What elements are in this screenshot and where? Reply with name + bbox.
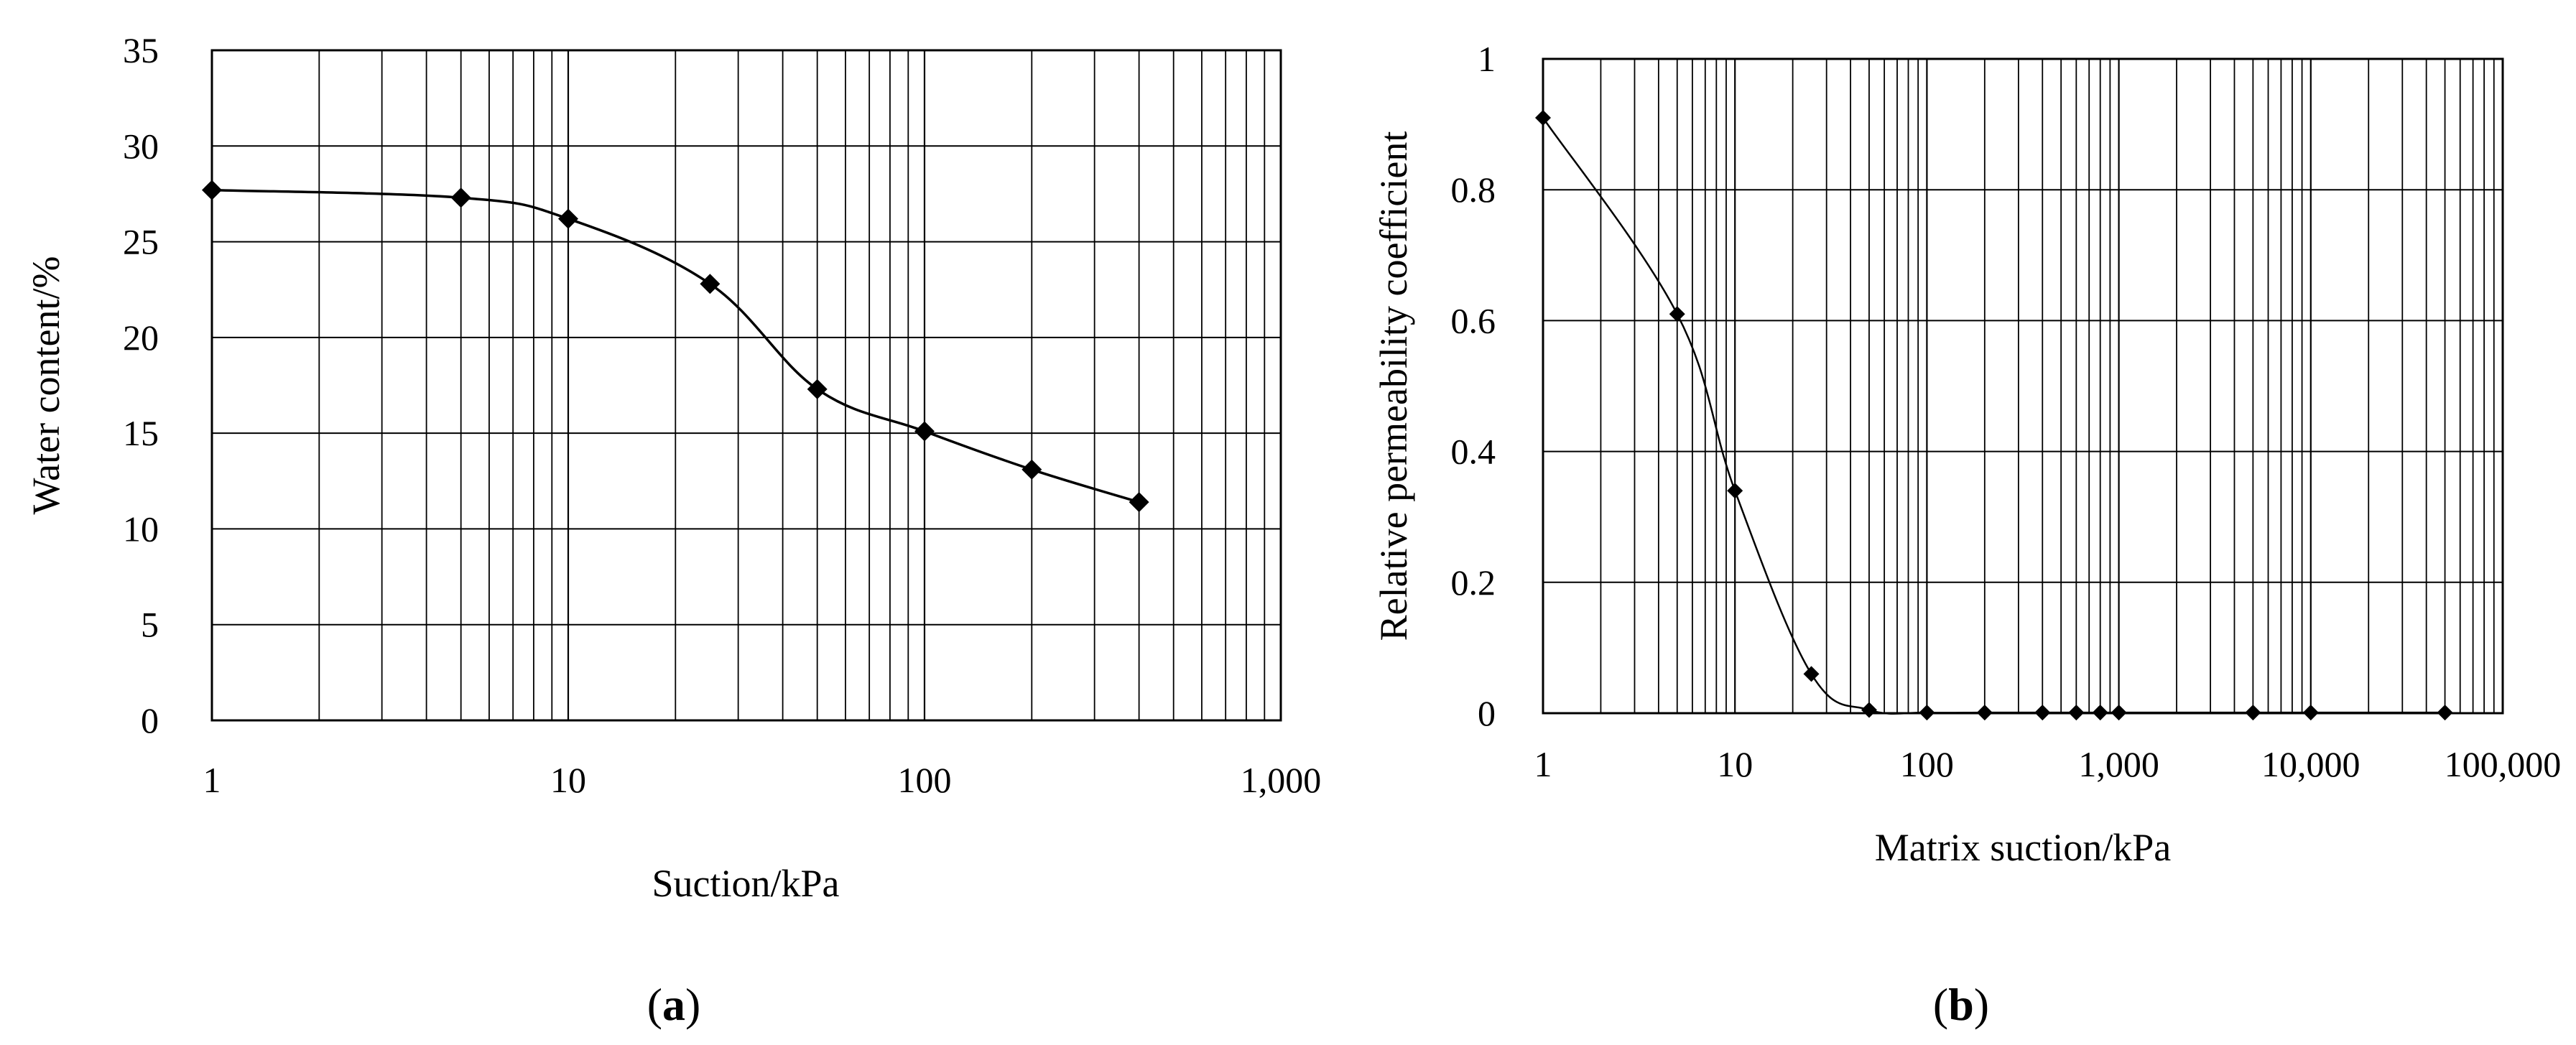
- chart-b-x-tick-label: 10,000: [2261, 744, 2360, 784]
- chart-b-points: [1535, 109, 2453, 721]
- chart-a-data-point: [450, 187, 471, 208]
- chart-b-x-ticks: 1 10 100 1,000 10,000 100,000: [1534, 744, 2562, 784]
- chart-a-x-tick-label: 10: [550, 760, 586, 800]
- chart-a-y-tick-label: 30: [123, 126, 159, 166]
- chart-a-data-point: [914, 421, 935, 442]
- chart-b-y-ticks: 0 0.2 0.4 0.6 0.8 1: [1451, 39, 1496, 733]
- chart-b-y-tick-label: 0.8: [1451, 169, 1496, 210]
- chart-b-x-tick-label: 1: [1534, 744, 1552, 784]
- chart-b-data-point: [2068, 705, 2085, 721]
- chart-b-data-point: [1727, 483, 1743, 499]
- chart-b-x-tick-label: 100: [1900, 744, 1954, 784]
- chart-a-y-tick-label: 20: [123, 317, 159, 358]
- chart-b-y-tick-label: 0.2: [1451, 562, 1496, 603]
- chart-b-data-point: [2111, 705, 2127, 721]
- chart-a-data-point: [700, 274, 721, 294]
- chart-a-y-ticks: 0 5 10 15 20 25 30 35: [123, 30, 159, 740]
- chart-a-data-point: [1021, 459, 1042, 480]
- chart-b-caption: (b): [1933, 979, 1989, 1030]
- chart-b-data-point: [2092, 705, 2108, 721]
- chart-b-x-tick-label: 10: [1717, 744, 1753, 784]
- chart-b-y-tick-label: 1: [1478, 39, 1496, 79]
- chart-a-y-tick-label: 5: [141, 605, 159, 645]
- chart-a: 0 5 10 15 20 25 30 35 1 10 100 1,000 Suction/kPa W…: [24, 30, 1321, 1030]
- chart-b-data-point: [2302, 705, 2319, 721]
- chart-a-y-tick-label: 10: [123, 508, 159, 549]
- chart-b-data-point: [1669, 306, 1685, 322]
- chart-a-x-ticks: 1 10 100 1,000: [203, 760, 1322, 800]
- chart-b-plot-frame: [1542, 57, 2504, 715]
- chart-a-x-axis-title: Suction/kPa: [652, 862, 839, 905]
- chart-b-x-axis-title: Matrix suction/kPa: [1875, 826, 2171, 869]
- chart-a-y-tick-label: 35: [123, 30, 159, 70]
- chart-a-y-axis-title: Water content/%: [24, 256, 68, 515]
- chart-a-x-tick-label: 1: [203, 760, 221, 800]
- chart-a-data-point: [558, 208, 578, 229]
- chart-b: 00.20.40.60.81 1 10 100 1,000 10,000 100,000 …: [1372, 39, 2561, 1030]
- chart-a-y-tick-label: 0: [141, 700, 159, 740]
- chart-a-caption-letter: a: [662, 979, 685, 1030]
- chart-a-y-tick-label: 15: [123, 413, 159, 453]
- chart-b-grid: [1543, 59, 2503, 713]
- chart-a-x-tick-label: 100: [898, 760, 952, 800]
- chart-b-data-point: [2245, 705, 2261, 721]
- chart-a-y-tick-label: 25: [123, 222, 159, 262]
- chart-b-x-tick-label: 100,000: [2445, 744, 2562, 784]
- chart-a-data-point: [202, 180, 222, 200]
- chart-b-y-tick-label: 0.4: [1451, 432, 1496, 472]
- chart-a-x-tick-label: 1,000: [1241, 760, 1322, 800]
- chart-b-x-tick-label: 1,000: [2078, 744, 2159, 784]
- chart-b-y-axis-title: Relative permeability coefficient: [1372, 131, 1415, 641]
- chart-b-data-point: [1861, 702, 1877, 718]
- chart-b-data-point: [1803, 666, 1820, 682]
- chart-a-grid: [212, 50, 1281, 720]
- chart-b-y-tick-label: 0.6: [1451, 300, 1496, 340]
- chart-b-data-point: [2437, 705, 2453, 721]
- chart-a-data-point: [807, 378, 828, 399]
- chart-b-series-line: [1542, 117, 2445, 715]
- chart-a-points: [202, 180, 1149, 513]
- chart-b-y-tick-label: 0: [1478, 693, 1496, 733]
- chart-b-data-point: [1976, 705, 1993, 721]
- chart-a-plot-frame: [210, 49, 1282, 722]
- chart-b-caption-letter: b: [1948, 979, 1974, 1030]
- chart-b-data-point: [1919, 705, 1935, 721]
- chart-b-data-point: [1535, 109, 1551, 126]
- chart-a-caption: (a): [647, 979, 701, 1030]
- chart-a-data-point: [1129, 492, 1149, 513]
- chart-b-data-point: [2034, 705, 2051, 721]
